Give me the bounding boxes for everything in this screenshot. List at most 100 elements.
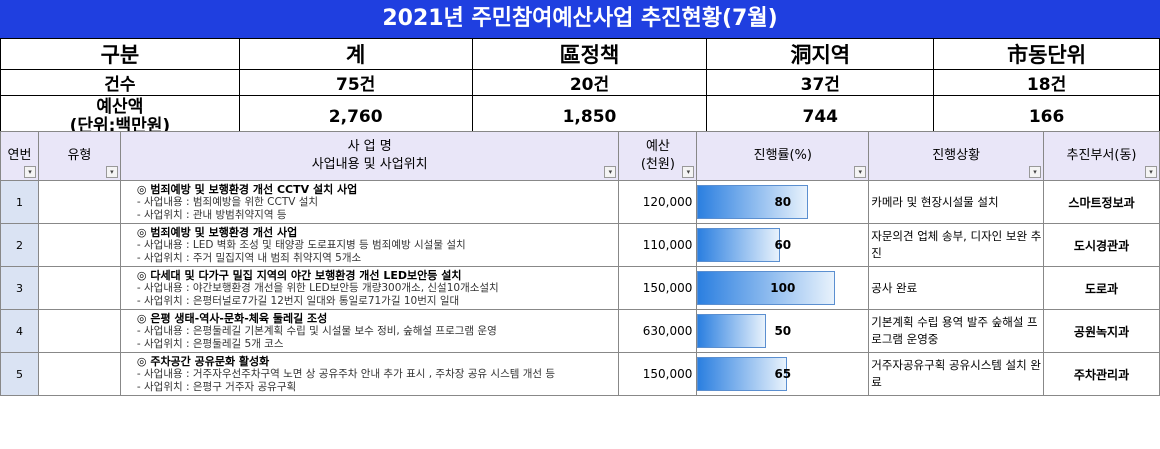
col-header-project: 사 업 명 사업내용 및 사업위치 ▾ xyxy=(119,131,620,181)
row-status: 거주자공유구획 공유시스템 설치 완료 xyxy=(868,352,1045,396)
filter-dropdown-progress[interactable]: ▾ xyxy=(854,166,867,178)
col-header-type-label: 유형 xyxy=(67,148,92,163)
filter-dropdown-status[interactable]: ▾ xyxy=(1029,166,1042,178)
row-project-content: - 사업내용 : 범죄예방을 위한 CCTV 설치 xyxy=(136,195,319,208)
col-header-no-label: 연번 xyxy=(7,148,32,163)
row-project-location: - 사업위치 : 주거 밀집지역 내 범죄 취약지역 5개소 xyxy=(136,251,362,264)
summary-header-category: 구분 xyxy=(0,38,240,70)
row-project: ◎ 은평 생태-역사-문화-체육 둘레길 조성 - 사업내용 : 은평둘레길 기본… xyxy=(119,309,620,353)
progress-bar xyxy=(697,357,788,391)
row-no: 4 xyxy=(0,309,39,353)
filter-dropdown-type[interactable]: ▾ xyxy=(105,166,118,178)
col-header-type: 유형 ▾ xyxy=(37,131,121,181)
progress-bar xyxy=(697,185,808,219)
row-type xyxy=(37,352,121,396)
progress-value: 50 xyxy=(774,324,792,338)
row-dept: 주차관리과 xyxy=(1043,352,1160,396)
row-status: 카메라 및 현장시설물 설치 xyxy=(868,180,1045,224)
progress-value: 60 xyxy=(774,238,792,252)
row-budget: 120,000 xyxy=(618,180,698,224)
row-project-title: ◎ 범죄예방 및 보행환경 개선 사업 xyxy=(136,225,298,239)
row-project-title: ◎ 범죄예방 및 보행환경 개선 CCTV 설치 사업 xyxy=(136,182,358,196)
row-no: 1 xyxy=(0,180,39,224)
table-row[interactable]: 4 ◎ 은평 생태-역사-문화-체육 둘레길 조성 - 사업내용 : 은평둘레길 기… xyxy=(0,309,1160,353)
row-project-location: - 사업위치 : 은평구 거주자 공유구획 xyxy=(136,380,297,393)
row-project-title: ◎ 은평 생태-역사-문화-체육 둘레길 조성 xyxy=(136,311,328,325)
row-project-content: - 사업내용 : 은평둘레길 기본계획 수립 및 시설물 보수 정비, 숲해설 … xyxy=(136,324,497,337)
table-row[interactable]: 1 ◎ 범죄예방 및 보행환경 개선 CCTV 설치 사업 - 사업내용 : 범죄예… xyxy=(0,180,1160,224)
progress-bar xyxy=(697,228,781,262)
row-no: 3 xyxy=(0,266,39,310)
summary-table: 구분 계 區정책 洞지역 市동단위 건수 75건 20건 37건 18건 예산액… xyxy=(0,38,1160,139)
col-header-project-label-1: 사 업 명 xyxy=(347,139,392,154)
row-progress: 60 xyxy=(696,223,870,267)
row-project-location: - 사업위치 : 관내 방범취약지역 등 xyxy=(136,208,287,221)
table-row[interactable]: 2 ◎ 범죄예방 및 보행환경 개선 사업 - 사업내용 : LED 벽화 조성 및… xyxy=(0,223,1160,267)
row-project-title: ◎ 주차공간 공유문화 활성화 xyxy=(136,354,270,368)
row-status: 자문의견 업체 송부, 디자인 보완 추진 xyxy=(868,223,1045,267)
row-no: 5 xyxy=(0,352,39,396)
row-type xyxy=(37,223,121,267)
summary-count-city: 18건 xyxy=(933,69,1160,96)
col-header-dept: 추진부서(동) ▾ xyxy=(1043,131,1160,181)
summary-budget-label-2: (단위:백만원) xyxy=(69,116,171,136)
col-header-budget: 예산 (천원) ▾ xyxy=(618,131,698,181)
progress-value: 100 xyxy=(770,281,796,295)
col-header-status-label: 진행상황 xyxy=(932,148,981,163)
col-header-budget-label-1: 예산 xyxy=(645,139,670,154)
row-dept: 도로과 xyxy=(1043,266,1160,310)
summary-budget-label-1: 예산액 xyxy=(96,97,144,117)
col-header-project-label-2: 사업내용 및 사업위치 xyxy=(311,157,428,172)
row-project: ◎ 범죄예방 및 보행환경 개선 사업 - 사업내용 : LED 벽화 조성 및 … xyxy=(119,223,620,267)
progress-value: 80 xyxy=(774,195,792,209)
row-type xyxy=(37,180,121,224)
col-header-dept-label: 추진부서(동) xyxy=(1066,148,1137,163)
row-type xyxy=(37,266,121,310)
row-budget: 150,000 xyxy=(618,266,698,310)
row-progress: 65 xyxy=(696,352,870,396)
row-budget: 110,000 xyxy=(618,223,698,267)
table-row[interactable]: 3 ◎ 다세대 및 다가구 밀집 지역의 야간 보행환경 개선 LED보안등 설치… xyxy=(0,266,1160,310)
col-header-progress-label: 진행률(%) xyxy=(753,148,812,163)
summary-header-city-dong-unit: 市동단위 xyxy=(933,38,1160,70)
summary-header-dong-local: 洞지역 xyxy=(706,38,935,70)
row-project-location: - 사업위치 : 은평둘레길 5개 코스 xyxy=(136,337,284,350)
row-status: 기본계획 수립 용역 발주 숲해설 프로그램 운영중 xyxy=(868,309,1045,353)
row-project-content: - 사업내용 : LED 벽화 조성 및 태양광 도로표지병 등 범죄예방 시설… xyxy=(136,238,466,251)
row-project: ◎ 주차공간 공유문화 활성화 - 사업내용 : 거주자우선주차구역 노면 상 공… xyxy=(119,352,620,396)
row-no: 2 xyxy=(0,223,39,267)
row-progress: 50 xyxy=(696,309,870,353)
row-type xyxy=(37,309,121,353)
summary-count-dong: 37건 xyxy=(706,69,935,96)
progress-bar xyxy=(697,271,836,305)
filter-dropdown-budget[interactable]: ▾ xyxy=(682,166,695,178)
row-status: 공사 완료 xyxy=(868,266,1045,310)
progress-value: 65 xyxy=(774,367,792,381)
filter-dropdown-dept[interactable]: ▾ xyxy=(1145,166,1157,178)
row-dept: 공원녹지과 xyxy=(1043,309,1160,353)
row-budget: 630,000 xyxy=(618,309,698,353)
row-project: ◎ 다세대 및 다가구 밀집 지역의 야간 보행환경 개선 LED보안등 설치 -… xyxy=(119,266,620,310)
row-budget: 150,000 xyxy=(618,352,698,396)
table-row[interactable]: 5 ◎ 주차공간 공유문화 활성화 - 사업내용 : 거주자우선주차구역 노면 상 … xyxy=(0,352,1160,396)
summary-header-total: 계 xyxy=(238,38,473,70)
summary-count-label: 건수 xyxy=(0,69,240,96)
row-progress: 80 xyxy=(696,180,870,224)
row-project-location: - 사업위치 : 은평터널로7가길 12번지 일대와 통일로71가길 10번지 … xyxy=(136,294,460,307)
row-project: ◎ 범죄예방 및 보행환경 개선 CCTV 설치 사업 - 사업내용 : 범죄예방… xyxy=(119,180,620,224)
row-project-content: - 사업내용 : 거주자우선주차구역 노면 상 공유주차 안내 추가 표시 , … xyxy=(136,367,556,380)
row-dept: 도시경관과 xyxy=(1043,223,1160,267)
project-table: 연번 ▾ 유형 ▾ 사 업 명 사업내용 및 사업위치 ▾ 예산 (천원) ▾ … xyxy=(0,131,1160,396)
filter-dropdown-project[interactable]: ▾ xyxy=(604,166,617,178)
row-progress: 100 xyxy=(696,266,870,310)
progress-bar xyxy=(697,314,767,348)
col-header-status: 진행상황 ▾ xyxy=(868,131,1045,181)
col-header-budget-label-2: (천원) xyxy=(640,157,675,172)
summary-count-district: 20건 xyxy=(471,69,708,96)
summary-count-total: 75건 xyxy=(238,69,473,96)
col-header-progress: 진행률(%) ▾ xyxy=(696,131,870,181)
row-project-title: ◎ 다세대 및 다가구 밀집 지역의 야간 보행환경 개선 LED보안등 설치 xyxy=(136,268,462,282)
col-header-no: 연번 ▾ xyxy=(0,131,39,181)
filter-dropdown-no[interactable]: ▾ xyxy=(23,166,36,178)
row-dept: 스마트정보과 xyxy=(1043,180,1160,224)
